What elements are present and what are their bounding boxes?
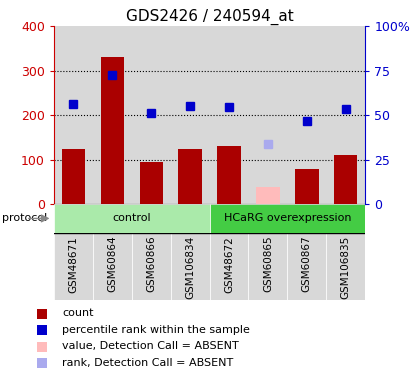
Bar — [132, 26, 171, 204]
Bar — [217, 147, 241, 204]
Bar — [101, 57, 124, 204]
Text: GSM60864: GSM60864 — [107, 236, 117, 292]
Text: GSM106835: GSM106835 — [341, 236, 351, 299]
Text: count: count — [62, 309, 94, 318]
Title: GDS2426 / 240594_at: GDS2426 / 240594_at — [126, 9, 293, 25]
Bar — [249, 232, 287, 300]
Bar — [178, 149, 202, 204]
Bar — [93, 26, 132, 204]
Bar — [171, 232, 210, 300]
Bar — [334, 154, 357, 204]
Bar — [132, 232, 171, 300]
Bar — [256, 187, 280, 204]
Text: GSM60865: GSM60865 — [263, 236, 273, 292]
Text: control: control — [112, 213, 151, 223]
Bar — [326, 26, 365, 204]
Text: GSM106834: GSM106834 — [185, 236, 195, 299]
Text: GSM48671: GSM48671 — [68, 236, 78, 292]
Bar — [139, 162, 163, 204]
Text: GSM48672: GSM48672 — [224, 236, 234, 292]
Bar — [62, 149, 85, 204]
Bar — [210, 232, 249, 300]
Bar — [249, 26, 288, 204]
Text: protocol: protocol — [2, 213, 51, 223]
Bar — [54, 26, 93, 204]
Text: percentile rank within the sample: percentile rank within the sample — [62, 325, 250, 335]
Bar — [326, 232, 365, 300]
Text: GSM60866: GSM60866 — [146, 236, 156, 292]
Text: GSM60867: GSM60867 — [302, 236, 312, 292]
Bar — [171, 26, 210, 204]
Bar — [54, 232, 93, 300]
Bar — [210, 26, 249, 204]
Text: rank, Detection Call = ABSENT: rank, Detection Call = ABSENT — [62, 358, 234, 368]
Text: HCaRG overexpression: HCaRG overexpression — [224, 213, 351, 223]
Bar — [54, 204, 210, 232]
Bar — [93, 232, 132, 300]
Bar — [287, 232, 326, 300]
Text: value, Detection Call = ABSENT: value, Detection Call = ABSENT — [62, 342, 239, 351]
Bar — [210, 204, 365, 232]
Bar — [288, 26, 326, 204]
Bar — [295, 169, 319, 204]
